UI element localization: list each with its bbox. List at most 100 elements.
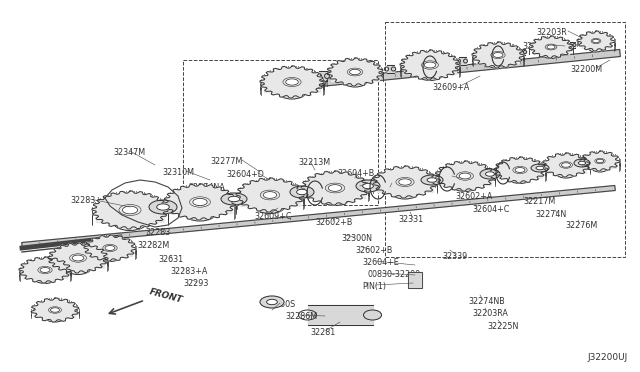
Ellipse shape — [452, 179, 478, 192]
Ellipse shape — [459, 173, 471, 179]
Polygon shape — [408, 272, 422, 288]
Ellipse shape — [296, 189, 307, 195]
Text: 32602+A: 32602+A — [455, 192, 492, 201]
Text: 32602+B: 32602+B — [315, 218, 353, 227]
Polygon shape — [35, 310, 75, 317]
Ellipse shape — [421, 175, 443, 185]
Polygon shape — [240, 195, 300, 206]
Polygon shape — [168, 202, 232, 213]
Text: 32200M: 32200M — [570, 65, 602, 74]
Ellipse shape — [556, 168, 576, 178]
Ellipse shape — [105, 246, 115, 250]
Ellipse shape — [574, 159, 590, 167]
Polygon shape — [31, 298, 79, 322]
Ellipse shape — [72, 255, 84, 261]
Ellipse shape — [328, 185, 342, 191]
Ellipse shape — [561, 163, 570, 167]
Polygon shape — [319, 71, 327, 81]
Ellipse shape — [324, 74, 330, 78]
Ellipse shape — [221, 193, 247, 205]
Polygon shape — [307, 305, 372, 325]
Text: 32347M: 32347M — [113, 148, 145, 157]
Text: 32286M: 32286M — [285, 312, 317, 321]
Text: 32604+E: 32604+E — [362, 258, 399, 267]
Polygon shape — [387, 65, 394, 73]
Polygon shape — [458, 57, 465, 65]
Ellipse shape — [149, 200, 177, 214]
Text: 32631: 32631 — [158, 255, 183, 264]
Text: 32225N: 32225N — [487, 322, 518, 331]
Text: 32281: 32281 — [310, 328, 335, 337]
Ellipse shape — [343, 75, 367, 87]
Polygon shape — [327, 58, 383, 86]
Polygon shape — [472, 42, 524, 68]
Text: 32282M: 32282M — [137, 241, 169, 250]
Polygon shape — [269, 49, 620, 92]
Ellipse shape — [278, 85, 306, 99]
Text: 32276M: 32276M — [565, 221, 597, 230]
Ellipse shape — [593, 39, 600, 43]
Ellipse shape — [596, 159, 604, 163]
Text: PIN(1): PIN(1) — [362, 282, 386, 291]
Text: 32602+A: 32602+A — [358, 179, 396, 188]
Ellipse shape — [487, 58, 509, 68]
Ellipse shape — [589, 44, 604, 52]
Text: 32604+B: 32604+B — [337, 169, 374, 178]
Text: 32604+C: 32604+C — [472, 205, 509, 214]
Ellipse shape — [193, 198, 207, 206]
Ellipse shape — [536, 166, 544, 170]
Polygon shape — [377, 182, 433, 192]
Ellipse shape — [157, 204, 170, 210]
Polygon shape — [22, 186, 615, 247]
Ellipse shape — [260, 296, 284, 308]
Text: 32217M: 32217M — [523, 197, 556, 206]
Text: 32274N: 32274N — [535, 210, 566, 219]
Ellipse shape — [399, 179, 412, 185]
Ellipse shape — [255, 199, 285, 214]
Ellipse shape — [417, 67, 443, 80]
Text: 32339: 32339 — [442, 252, 467, 261]
Polygon shape — [260, 66, 324, 98]
Ellipse shape — [524, 51, 527, 54]
Text: 32277M: 32277M — [210, 157, 243, 166]
Ellipse shape — [45, 312, 65, 322]
Text: 00830-32200: 00830-32200 — [368, 270, 421, 279]
Polygon shape — [476, 55, 520, 63]
Bar — [385, 22, 625, 257]
Text: 32630S: 32630S — [265, 300, 295, 309]
Text: 32331: 32331 — [398, 215, 423, 224]
Text: 32213M: 32213M — [298, 158, 330, 167]
Polygon shape — [577, 31, 615, 51]
Polygon shape — [519, 49, 525, 55]
Ellipse shape — [424, 62, 436, 68]
Polygon shape — [542, 153, 590, 177]
Ellipse shape — [363, 183, 373, 189]
Text: 32204M: 32204M — [522, 42, 554, 51]
Ellipse shape — [40, 267, 50, 272]
Polygon shape — [92, 191, 168, 229]
Polygon shape — [52, 258, 104, 268]
Ellipse shape — [427, 178, 437, 182]
Polygon shape — [439, 176, 491, 185]
Bar — [183, 60, 378, 205]
Text: 32283: 32283 — [145, 228, 170, 237]
Ellipse shape — [531, 164, 549, 172]
Text: 32609+C: 32609+C — [254, 212, 291, 221]
Text: 32609+A: 32609+A — [432, 83, 469, 92]
Ellipse shape — [515, 167, 525, 173]
Polygon shape — [23, 270, 67, 278]
Polygon shape — [88, 248, 132, 256]
Ellipse shape — [463, 59, 467, 63]
Ellipse shape — [592, 164, 608, 172]
Ellipse shape — [547, 45, 555, 49]
Ellipse shape — [290, 186, 314, 198]
Text: 32604+D: 32604+D — [226, 170, 264, 179]
Text: 32602+B: 32602+B — [355, 246, 392, 255]
Polygon shape — [331, 72, 379, 81]
Text: 32273M: 32273M — [296, 80, 328, 89]
Text: 32300N: 32300N — [341, 234, 372, 243]
Polygon shape — [580, 151, 620, 171]
Text: FRONT: FRONT — [148, 288, 184, 305]
Ellipse shape — [65, 262, 91, 275]
Text: 32203RA: 32203RA — [472, 309, 508, 318]
